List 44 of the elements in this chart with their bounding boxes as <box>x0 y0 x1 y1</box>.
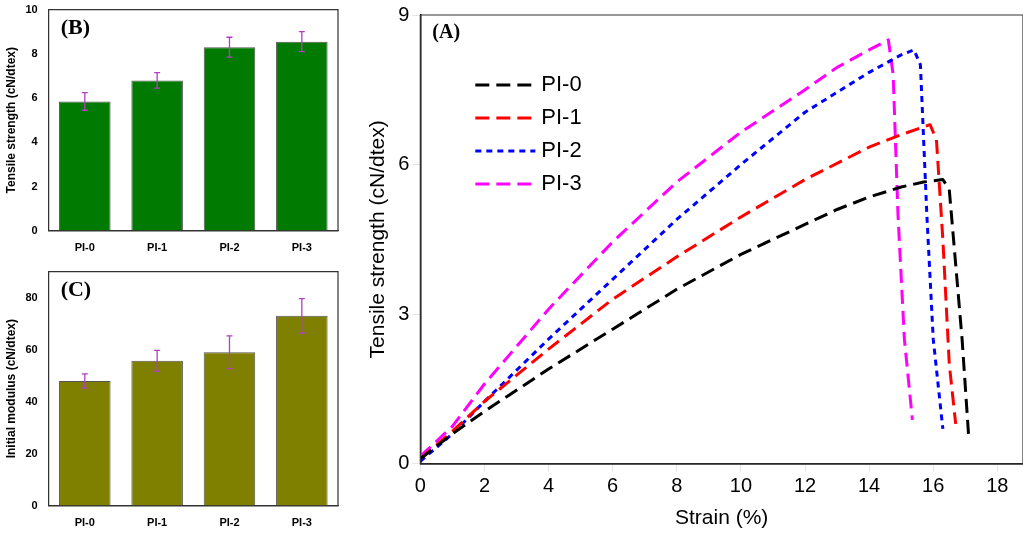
x-tick-label: PI-0 <box>74 241 95 254</box>
y-axis-title: Tensile strength (cN/dtex) <box>3 46 18 194</box>
y-tick-label: 0 <box>31 498 38 511</box>
x-tick-label: 4 <box>542 474 555 497</box>
x-tick-label: PI-1 <box>147 241 168 254</box>
x-tick-label: 16 <box>922 474 945 497</box>
y-tick-label: 80 <box>25 290 38 303</box>
legend-label: PI-0 <box>541 71 582 97</box>
y-axis-title: Tensile strength (cN/dtex) <box>365 120 389 359</box>
y-tick-label: 6 <box>398 152 410 175</box>
annotation: (C) <box>60 276 92 302</box>
x-tick-label: PI-0 <box>74 516 95 529</box>
x-tick-label: PI-3 <box>291 241 312 254</box>
x-tick-label: 6 <box>607 474 619 497</box>
x-tick-label: PI-1 <box>147 516 168 529</box>
x-tick-label: 8 <box>671 474 683 497</box>
y-tick-label: 2 <box>31 179 38 192</box>
annotation: (A) <box>432 20 461 44</box>
y-tick-label: 9 <box>398 2 410 25</box>
x-tick-label: PI-2 <box>219 516 240 529</box>
x-axis-title: Strain (%) <box>674 505 769 529</box>
x-tick-label: PI-3 <box>291 516 312 529</box>
y-tick-label: 0 <box>398 451 410 474</box>
y-tick-label: 4 <box>31 135 39 148</box>
y-tick-label: 0 <box>31 223 38 236</box>
y-tick-label: 10 <box>25 2 38 15</box>
x-tick-label: PI-2 <box>219 241 240 254</box>
x-tick-label: 0 <box>414 474 426 497</box>
annotation: (B) <box>60 14 90 40</box>
y-tick-label: 20 <box>25 446 38 459</box>
legend-label: PI-1 <box>541 104 582 130</box>
x-tick-label: 18 <box>986 474 1009 497</box>
legend-label: PI-2 <box>541 137 582 163</box>
x-tick-label: 12 <box>793 474 817 497</box>
y-tick-label: 60 <box>25 342 38 355</box>
y-tick-label: 6 <box>31 91 38 104</box>
y-tick-label: 40 <box>25 394 38 407</box>
x-tick-label: 14 <box>858 474 881 497</box>
x-tick-label: 10 <box>729 474 753 497</box>
legend-label: PI-3 <box>541 170 582 196</box>
x-tick-label: 2 <box>478 474 490 497</box>
y-tick-label: 8 <box>31 46 38 59</box>
y-axis-title: Initial modulus (cN/dtex) <box>3 319 18 459</box>
y-tick-label: 3 <box>398 301 410 324</box>
